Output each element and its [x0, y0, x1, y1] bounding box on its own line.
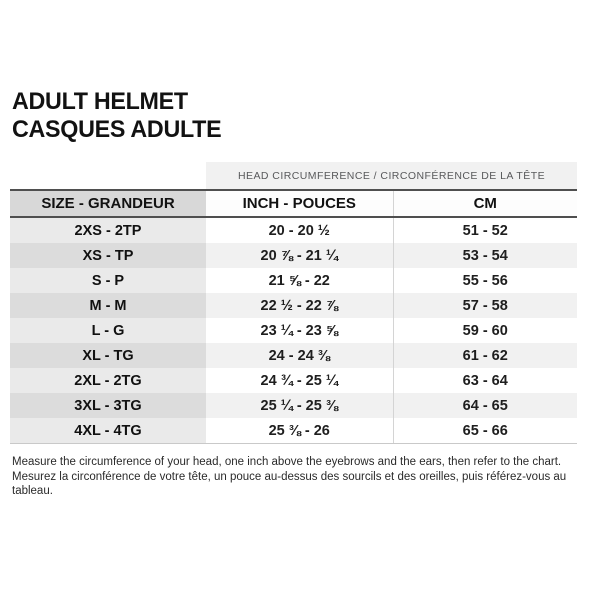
table-row: 3XL - 3TG 25 ¼ - 25 ⅜ 64 - 65: [10, 393, 577, 418]
size-cell: 3XL - 3TG: [10, 393, 206, 418]
instructions-en: Measure the circumference of your head, …: [12, 456, 562, 468]
cm-cell: 61 - 62: [392, 343, 577, 368]
size-cell: XS - TP: [10, 243, 206, 268]
inch-cell: 20 ⅞ - 21 ¼: [206, 243, 393, 268]
inch-cell: 24 ¾ - 25 ¼: [206, 368, 393, 393]
inch-cell: 25 ¼ - 25 ⅜: [206, 393, 393, 418]
cm-cell: 53 - 54: [392, 243, 577, 268]
inch-cell: 20 - 20 ½: [206, 217, 393, 243]
inch-cell: 24 - 24 ⅜: [206, 343, 393, 368]
cm-cell: 55 - 56: [392, 268, 577, 293]
table-row: 2XL - 2TG 24 ¾ - 25 ¼ 63 - 64: [10, 368, 577, 393]
size-table: SIZE - GRANDEUR INCH - POUCES CM 2XS - 2…: [10, 189, 577, 444]
cm-cell: 64 - 65: [392, 393, 577, 418]
size-cell: 4XL - 4TG: [10, 418, 206, 444]
column-header-cm: CM: [392, 189, 577, 218]
head-circumference-banner: HEAD CIRCUMFERENCE / CIRCONFÉRENCE DE LA…: [206, 162, 577, 189]
table-row: XS - TP 20 ⅞ - 21 ¼ 53 - 54: [10, 243, 577, 268]
column-header-inch: INCH - POUCES: [206, 189, 393, 218]
size-cell: M - M: [10, 293, 206, 318]
page-title-en: ADULT HELMET: [12, 88, 188, 115]
page-title-fr: CASQUES ADULTE: [12, 116, 222, 143]
column-header-size: SIZE - GRANDEUR: [10, 189, 206, 218]
inch-cell: 22 ½ - 22 ⅞: [206, 293, 393, 318]
table-row: L - G 23 ¼ - 23 ⅝ 59 - 60: [10, 318, 577, 343]
instructions-fr: Mesurez la circonférence de votre tête, …: [12, 470, 567, 498]
inch-cell: 23 ¼ - 23 ⅝: [206, 318, 393, 343]
inch-cell: 25 ⅜ - 26: [206, 418, 393, 444]
table-row: XL - TG 24 - 24 ⅜ 61 - 62: [10, 343, 577, 368]
measuring-instructions: Measure the circumference of your head, …: [12, 455, 600, 499]
table-row: 4XL - 4TG 25 ⅜ - 26 65 - 66: [10, 418, 577, 444]
inch-cell: 21 ⅝ - 22: [206, 268, 393, 293]
header-row: SIZE - GRANDEUR INCH - POUCES CM: [10, 189, 577, 218]
cm-cell: 51 - 52: [392, 217, 577, 243]
size-cell: L - G: [10, 318, 206, 343]
size-cell: 2XS - 2TP: [10, 217, 206, 243]
size-cell: 2XL - 2TG: [10, 368, 206, 393]
table-row: M - M 22 ½ - 22 ⅞ 57 - 58: [10, 293, 577, 318]
size-table-area: HEAD CIRCUMFERENCE / CIRCONFÉRENCE DE LA…: [10, 162, 577, 444]
cm-cell: 63 - 64: [392, 368, 577, 393]
page-title: ADULT HELMET CASQUES ADULTE: [12, 88, 222, 144]
table-row: S - P 21 ⅝ - 22 55 - 56: [10, 268, 577, 293]
size-cell: XL - TG: [10, 343, 206, 368]
size-cell: S - P: [10, 268, 206, 293]
table-row: 2XS - 2TP 20 - 20 ½ 51 - 52: [10, 217, 577, 243]
cm-cell: 59 - 60: [392, 318, 577, 343]
cm-cell: 65 - 66: [392, 418, 577, 444]
cm-cell: 57 - 58: [392, 293, 577, 318]
